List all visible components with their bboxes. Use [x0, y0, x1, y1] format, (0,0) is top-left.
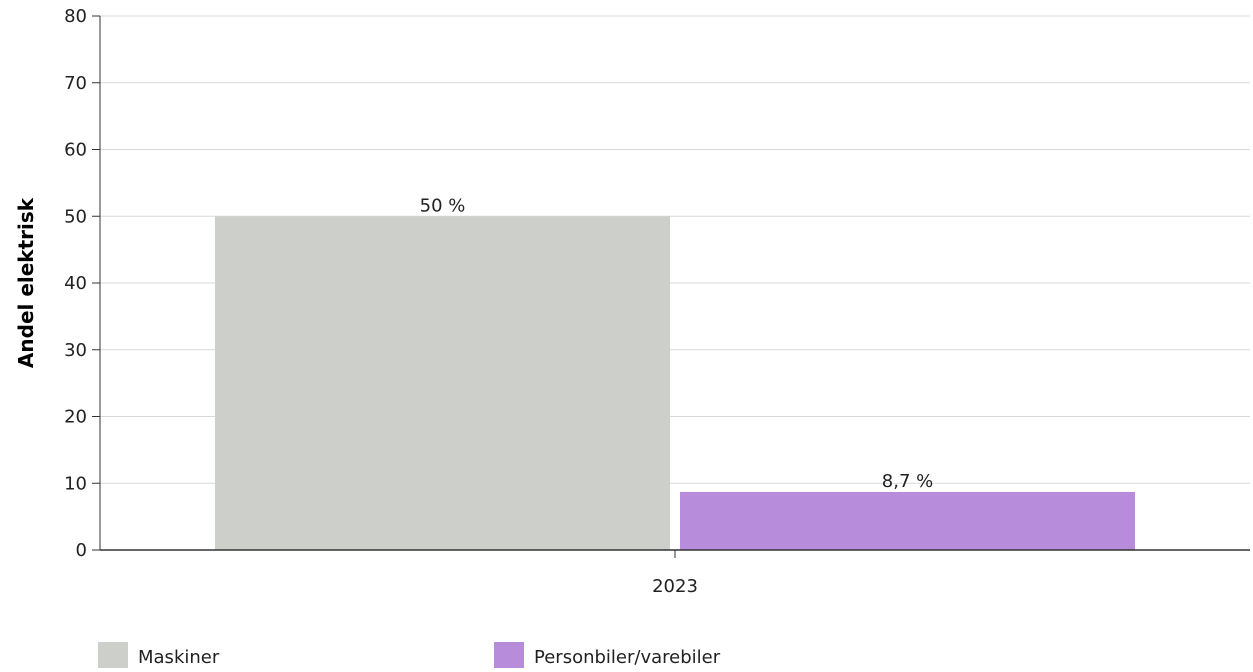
legend-label: Personbiler/varebiler — [534, 647, 721, 668]
legend-swatch — [494, 642, 524, 668]
bar — [215, 216, 670, 550]
y-tick-label: 10 — [64, 473, 87, 494]
bar-value-label: 8,7 % — [882, 471, 933, 492]
y-tick-label: 70 — [64, 73, 87, 94]
legend-label: Maskiner — [138, 647, 220, 668]
bars — [215, 216, 1135, 550]
legend-swatch — [98, 642, 128, 668]
y-tick-label: 0 — [76, 540, 87, 561]
y-tick-label: 50 — [64, 206, 87, 227]
axes: 0 10 20 30 40 50 60 70 80 2023 — [64, 6, 1250, 597]
legend: Maskiner Personbiler/varebiler — [98, 642, 721, 668]
y-tick-label: 20 — [64, 407, 87, 428]
y-tick-label: 60 — [64, 140, 87, 161]
data-labels: 50 % 8,7 % — [420, 195, 934, 492]
bar — [680, 491, 1135, 550]
y-tick-label: 30 — [64, 340, 87, 361]
x-tick-label: 2023 — [652, 576, 698, 597]
y-axis-title: Andel elektrisk — [14, 197, 38, 368]
y-tick-label: 80 — [64, 6, 87, 27]
y-tick-label: 40 — [64, 273, 87, 294]
bar-value-label: 50 % — [420, 195, 466, 216]
